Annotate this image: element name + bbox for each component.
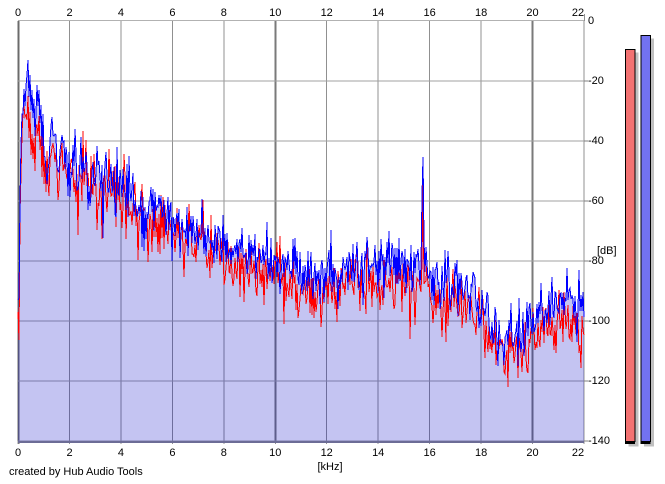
svg-text:20: 20 bbox=[526, 447, 538, 459]
svg-text:4: 4 bbox=[118, 7, 124, 19]
svg-text:2: 2 bbox=[66, 7, 72, 19]
svg-text:10: 10 bbox=[269, 447, 281, 459]
svg-text:12: 12 bbox=[321, 7, 333, 19]
svg-text:18: 18 bbox=[475, 7, 487, 19]
svg-text:8: 8 bbox=[221, 447, 227, 459]
svg-text:2: 2 bbox=[66, 447, 72, 459]
svg-text:12: 12 bbox=[321, 447, 333, 459]
svg-text:[kHz]: [kHz] bbox=[317, 461, 342, 473]
svg-text:0: 0 bbox=[15, 447, 21, 459]
svg-text:16: 16 bbox=[423, 447, 435, 459]
svg-text:created by Hub Audio Tools: created by Hub Audio Tools bbox=[9, 466, 143, 478]
svg-text:10: 10 bbox=[269, 7, 281, 19]
svg-text:20: 20 bbox=[526, 7, 538, 19]
svg-text:22: 22 bbox=[572, 447, 584, 459]
svg-text:-20: -20 bbox=[588, 75, 604, 87]
svg-text:18: 18 bbox=[475, 447, 487, 459]
svg-text:-40: -40 bbox=[588, 135, 604, 147]
svg-text:-60: -60 bbox=[588, 195, 604, 207]
svg-text:16: 16 bbox=[423, 7, 435, 19]
svg-text:6: 6 bbox=[169, 7, 175, 19]
svg-text:0: 0 bbox=[15, 7, 21, 19]
svg-text:22: 22 bbox=[572, 7, 584, 19]
svg-text:-100: -100 bbox=[588, 315, 610, 327]
svg-text:0: 0 bbox=[588, 15, 594, 27]
svg-text:14: 14 bbox=[372, 7, 384, 19]
svg-text:[dB]: [dB] bbox=[597, 245, 617, 257]
svg-text:-140: -140 bbox=[588, 435, 610, 447]
svg-text:6: 6 bbox=[169, 447, 175, 459]
svg-text:-80: -80 bbox=[588, 255, 604, 267]
svg-text:14: 14 bbox=[372, 447, 384, 459]
svg-text:8: 8 bbox=[221, 7, 227, 19]
svg-text:-120: -120 bbox=[588, 375, 610, 387]
svg-text:4: 4 bbox=[118, 447, 124, 459]
